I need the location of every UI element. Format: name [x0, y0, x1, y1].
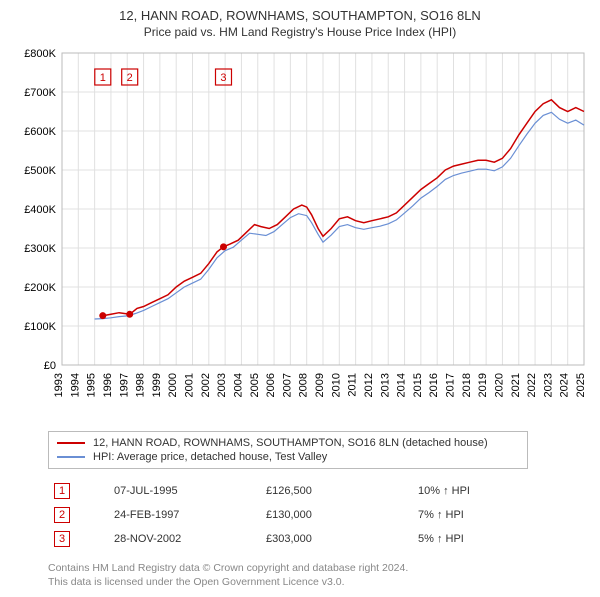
x-tick-label: 2000 [167, 373, 179, 397]
legend-swatch-blue [57, 456, 85, 458]
x-tick-label: 1995 [86, 373, 98, 397]
price-chart: £0 £100K £200K £300K £400K £500K £600K £700K £80… [8, 45, 592, 425]
gridlines [62, 53, 584, 365]
sale-marker-number: 2 [127, 72, 133, 84]
table-row: 3 28-NOV-2002£303,0005% ↑ HPI [48, 527, 528, 551]
table-row: 2 24-FEB-1997£130,0007% ↑ HPI [48, 503, 528, 527]
x-tick-label: 2023 [542, 373, 554, 397]
x-tick-label: 2010 [330, 373, 342, 397]
table-row: 1 07-JUL-1995£126,50010% ↑ HPI [48, 479, 528, 503]
x-tick-label: 2014 [396, 373, 408, 397]
sale-marker-ref: 3 [54, 531, 70, 547]
x-tick-label: 1994 [69, 373, 81, 397]
sale-marker-dot [99, 312, 106, 319]
x-tick-label: 2004 [232, 373, 244, 397]
x-tick-label: 2002 [200, 373, 212, 397]
sale-price: £303,000 [260, 527, 412, 551]
sale-date: 24-FEB-1997 [108, 503, 260, 527]
legend-label: HPI: Average price, detached house, Test… [93, 451, 327, 463]
x-tick-label: 2019 [477, 373, 489, 397]
x-tick-label: 2024 [559, 373, 571, 397]
y-tick-label: £800K [24, 48, 56, 60]
x-tick-label: 2025 [575, 373, 587, 397]
x-tick-label: 2003 [216, 373, 228, 397]
footer: Contains HM Land Registry data © Crown c… [48, 561, 592, 589]
sale-price: £130,000 [260, 503, 412, 527]
x-tick-label: 2007 [281, 373, 293, 397]
x-tick-label: 1998 [135, 373, 147, 397]
y-tick-label: £0 [44, 360, 56, 372]
x-tick-label: 2006 [265, 373, 277, 397]
x-tick-label: 2008 [298, 373, 310, 397]
x-tick-label: 2001 [184, 373, 196, 397]
y-tick-label: £400K [24, 204, 56, 216]
sale-delta: 7% ↑ HPI [412, 503, 528, 527]
sale-date: 07-JUL-1995 [108, 479, 260, 503]
sale-delta: 10% ↑ HPI [412, 479, 528, 503]
y-tick-label: £500K [24, 165, 56, 177]
x-tick-label: 2021 [510, 373, 522, 397]
sale-marker-dot [220, 243, 227, 250]
sale-marker-dot [126, 311, 133, 318]
sale-marker-number: 3 [220, 72, 226, 84]
sale-price: £126,500 [260, 479, 412, 503]
y-tick-label: £100K [24, 321, 56, 333]
sale-marker-ref: 1 [54, 483, 70, 499]
x-tick-label: 2016 [428, 373, 440, 397]
chart-svg: £0 £100K £200K £300K £400K £500K £600K £700K £80… [8, 45, 592, 425]
x-tick-label: 2020 [493, 373, 505, 397]
series-price_paid [103, 100, 584, 316]
x-tick-label: 1999 [151, 373, 163, 397]
y-tick-label: £300K [24, 243, 56, 255]
x-tick-label: 2013 [379, 373, 391, 397]
x-tick-label: 2005 [249, 373, 261, 397]
page-subtitle: Price paid vs. HM Land Registry's House … [8, 25, 592, 39]
legend-item: 12, HANN ROAD, ROWNHAMS, SOUTHAMPTON, SO… [57, 436, 519, 450]
legend-swatch-red [57, 442, 85, 444]
x-tick-label: 2012 [363, 373, 375, 397]
footer-line: This data is licensed under the Open Gov… [48, 575, 592, 589]
sale-delta: 5% ↑ HPI [412, 527, 528, 551]
legend: 12, HANN ROAD, ROWNHAMS, SOUTHAMPTON, SO… [48, 431, 528, 469]
x-tick-label: 2017 [445, 373, 457, 397]
x-tick-label: 1993 [53, 373, 65, 397]
sale-date: 28-NOV-2002 [108, 527, 260, 551]
page-title: 12, HANN ROAD, ROWNHAMS, SOUTHAMPTON, SO… [8, 8, 592, 23]
x-tick-label: 2015 [412, 373, 424, 397]
y-tick-label: £200K [24, 282, 56, 294]
x-tick-label: 2011 [347, 373, 359, 397]
sale-marker-number: 1 [100, 72, 106, 84]
sales-table: 1 07-JUL-1995£126,50010% ↑ HPI 2 24-FEB-199… [48, 479, 528, 551]
x-tick-label: 1996 [102, 373, 114, 397]
x-tick-label: 2018 [461, 373, 473, 397]
y-tick-label: £700K [24, 87, 56, 99]
footer-line: Contains HM Land Registry data © Crown c… [48, 561, 592, 575]
legend-label: 12, HANN ROAD, ROWNHAMS, SOUTHAMPTON, SO… [93, 437, 488, 449]
legend-item: HPI: Average price, detached house, Test… [57, 450, 519, 464]
sale-marker-ref: 2 [54, 507, 70, 523]
x-tick-label: 1997 [118, 373, 130, 397]
y-tick-label: £600K [24, 126, 56, 138]
x-tick-label: 2022 [526, 373, 538, 397]
x-tick-label: 2009 [314, 373, 326, 397]
